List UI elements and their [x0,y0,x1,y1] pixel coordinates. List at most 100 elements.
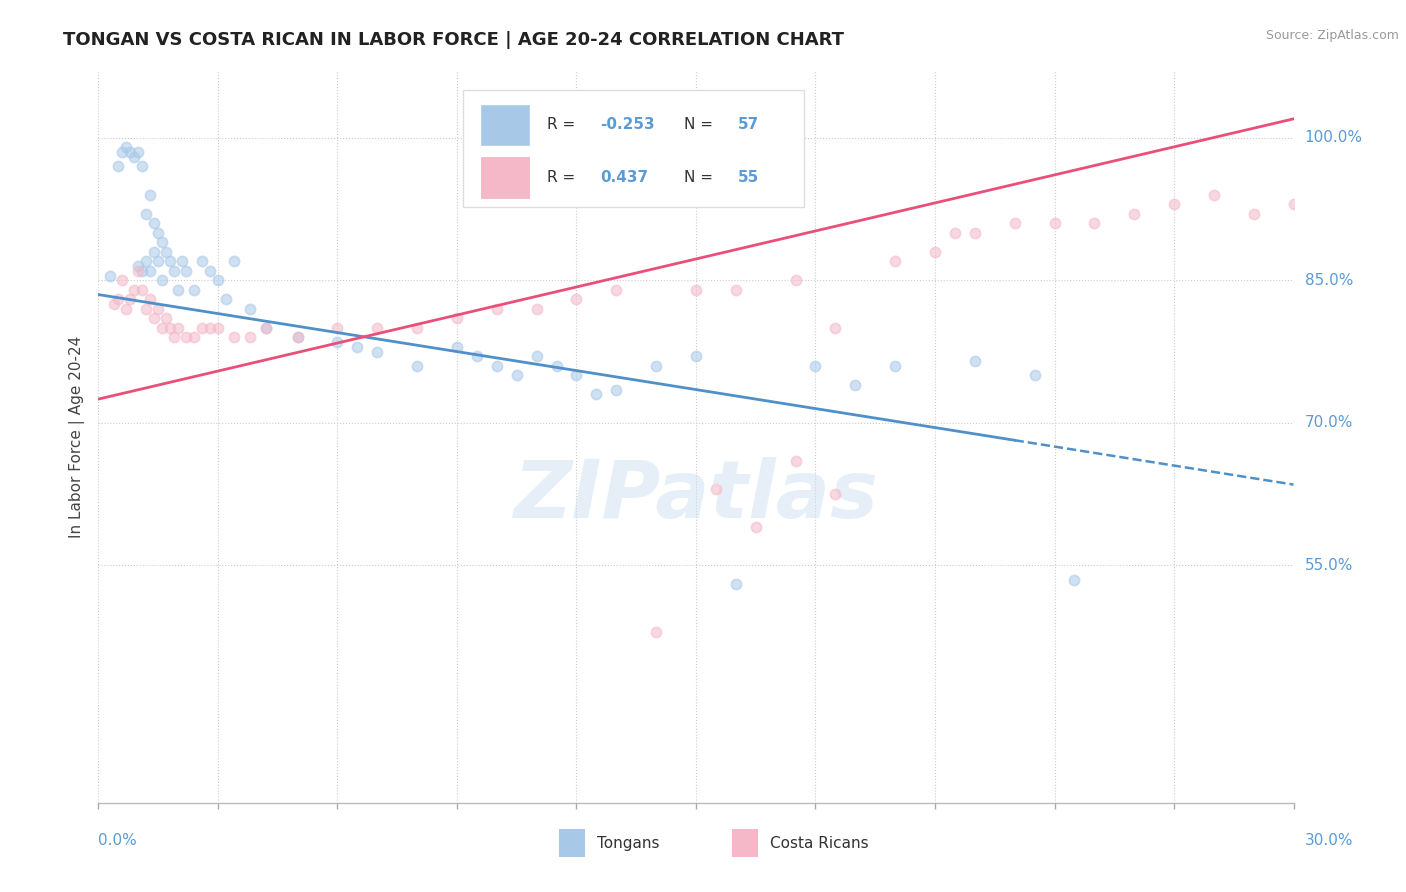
Point [207,273,229,287]
Point [150,235,173,250]
Text: 100.0%: 100.0% [1305,130,1362,145]
Point [198,264,221,278]
Point [506,368,529,383]
Point [326,321,349,335]
Point [1282,197,1305,211]
Point [163,330,186,344]
Text: R =: R = [547,169,579,185]
Point [215,293,238,307]
Point [159,254,181,268]
Point [546,359,568,373]
Point [844,377,866,392]
Point [824,321,846,335]
Point [131,264,153,278]
Text: TONGAN VS COSTA RICAN IN LABOR FORCE | AGE 20-24 CORRELATION CHART: TONGAN VS COSTA RICAN IN LABOR FORCE | A… [63,31,844,49]
Point [222,330,245,344]
Point [1024,368,1046,383]
Text: Tongans: Tongans [596,836,659,851]
Text: N =: N = [685,169,718,185]
Point [254,321,277,335]
Point [172,254,194,268]
Bar [481,157,529,197]
Point [143,244,166,259]
Point [143,311,166,326]
Point [135,207,157,221]
Point [366,321,388,335]
Text: Costa Ricans: Costa Ricans [770,836,869,851]
Text: N =: N = [685,117,718,132]
Point [167,321,190,335]
Point [346,340,368,354]
Point [287,330,309,344]
Point [1083,216,1105,230]
Point [804,359,827,373]
Point [124,150,146,164]
FancyBboxPatch shape [463,90,804,207]
Point [124,283,146,297]
Point [1004,216,1026,230]
Point [485,301,508,316]
Point [884,359,907,373]
Point [239,330,262,344]
Point [198,321,221,335]
Point [326,335,349,350]
Point [446,340,468,354]
Point [685,349,707,363]
Point [565,368,588,383]
Point [745,520,768,534]
Bar [558,830,585,857]
Point [207,321,229,335]
Point [148,226,170,240]
Point [111,273,134,287]
Point [131,283,153,297]
Point [645,624,668,639]
Point [645,359,668,373]
Point [183,283,205,297]
Point [1043,216,1066,230]
Point [131,159,153,173]
Text: 30.0%: 30.0% [1305,833,1353,848]
Point [884,254,907,268]
Point [1243,207,1265,221]
Point [115,140,138,154]
Point [406,359,429,373]
Text: 0.437: 0.437 [600,169,648,185]
Point [148,254,170,268]
Point [159,321,181,335]
Text: 57: 57 [738,117,759,132]
Point [150,273,173,287]
Point [1063,573,1085,587]
Point [605,383,627,397]
Point [526,349,548,363]
Point [111,145,134,160]
Text: 0.0%: 0.0% [98,833,138,848]
Point [107,159,129,173]
Text: R =: R = [547,117,579,132]
Bar [481,104,529,145]
Point [120,293,142,307]
Point [183,330,205,344]
Point [1163,197,1185,211]
Point [120,145,142,160]
Point [155,244,177,259]
Point [191,321,214,335]
Point [139,264,162,278]
Point [150,321,173,335]
Text: Source: ZipAtlas.com: Source: ZipAtlas.com [1265,29,1399,42]
Text: ZIPatlas: ZIPatlas [513,457,879,534]
Point [824,487,846,501]
Point [143,216,166,230]
Point [163,264,186,278]
Point [135,254,157,268]
Point [406,321,429,335]
Point [724,577,747,591]
Point [98,268,122,283]
Point [155,311,177,326]
Point [785,273,807,287]
Point [174,264,197,278]
Point [239,301,262,316]
Point [103,297,125,311]
Point [115,301,138,316]
Point [167,283,190,297]
Point [526,301,548,316]
